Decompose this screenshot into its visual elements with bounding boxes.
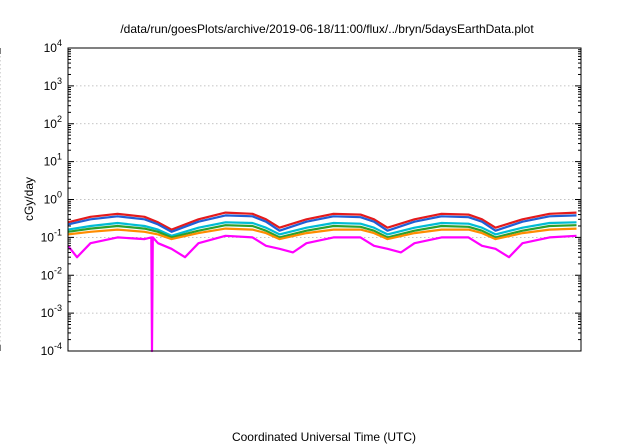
y-tick-label: 102 [44,114,62,131]
axes: 10-410-310-210-11001011021031042019-6-14… [0,0,581,358]
y-tick-label: 10-2 [41,265,62,282]
series-line-1 [67,211,577,231]
series-line-3 [67,221,577,237]
series-line-5 [67,227,577,241]
series-group [67,211,577,353]
chart-title: /data/run/goesPlots/archive/2019-06-18/1… [120,22,534,36]
series-line-4 [67,224,577,239]
plot-frame [67,47,582,352]
x-axis-label: Coordinated Universal Time (UTC) [232,430,416,444]
series-line-2 [67,214,577,233]
y-tick-label: 10-4 [41,341,62,358]
y-tick-label: 100 [44,190,62,207]
y-tick-label: 10-3 [41,303,62,320]
y-axis-label: cGy/day [22,177,36,221]
y-tick-label: 10-1 [41,227,62,244]
y-tick-label: 103 [44,76,62,93]
series-line-6 [67,234,577,353]
y-tick-label: 101 [44,152,62,169]
y-tick-label: 104 [44,38,62,55]
grid [0,48,581,351]
